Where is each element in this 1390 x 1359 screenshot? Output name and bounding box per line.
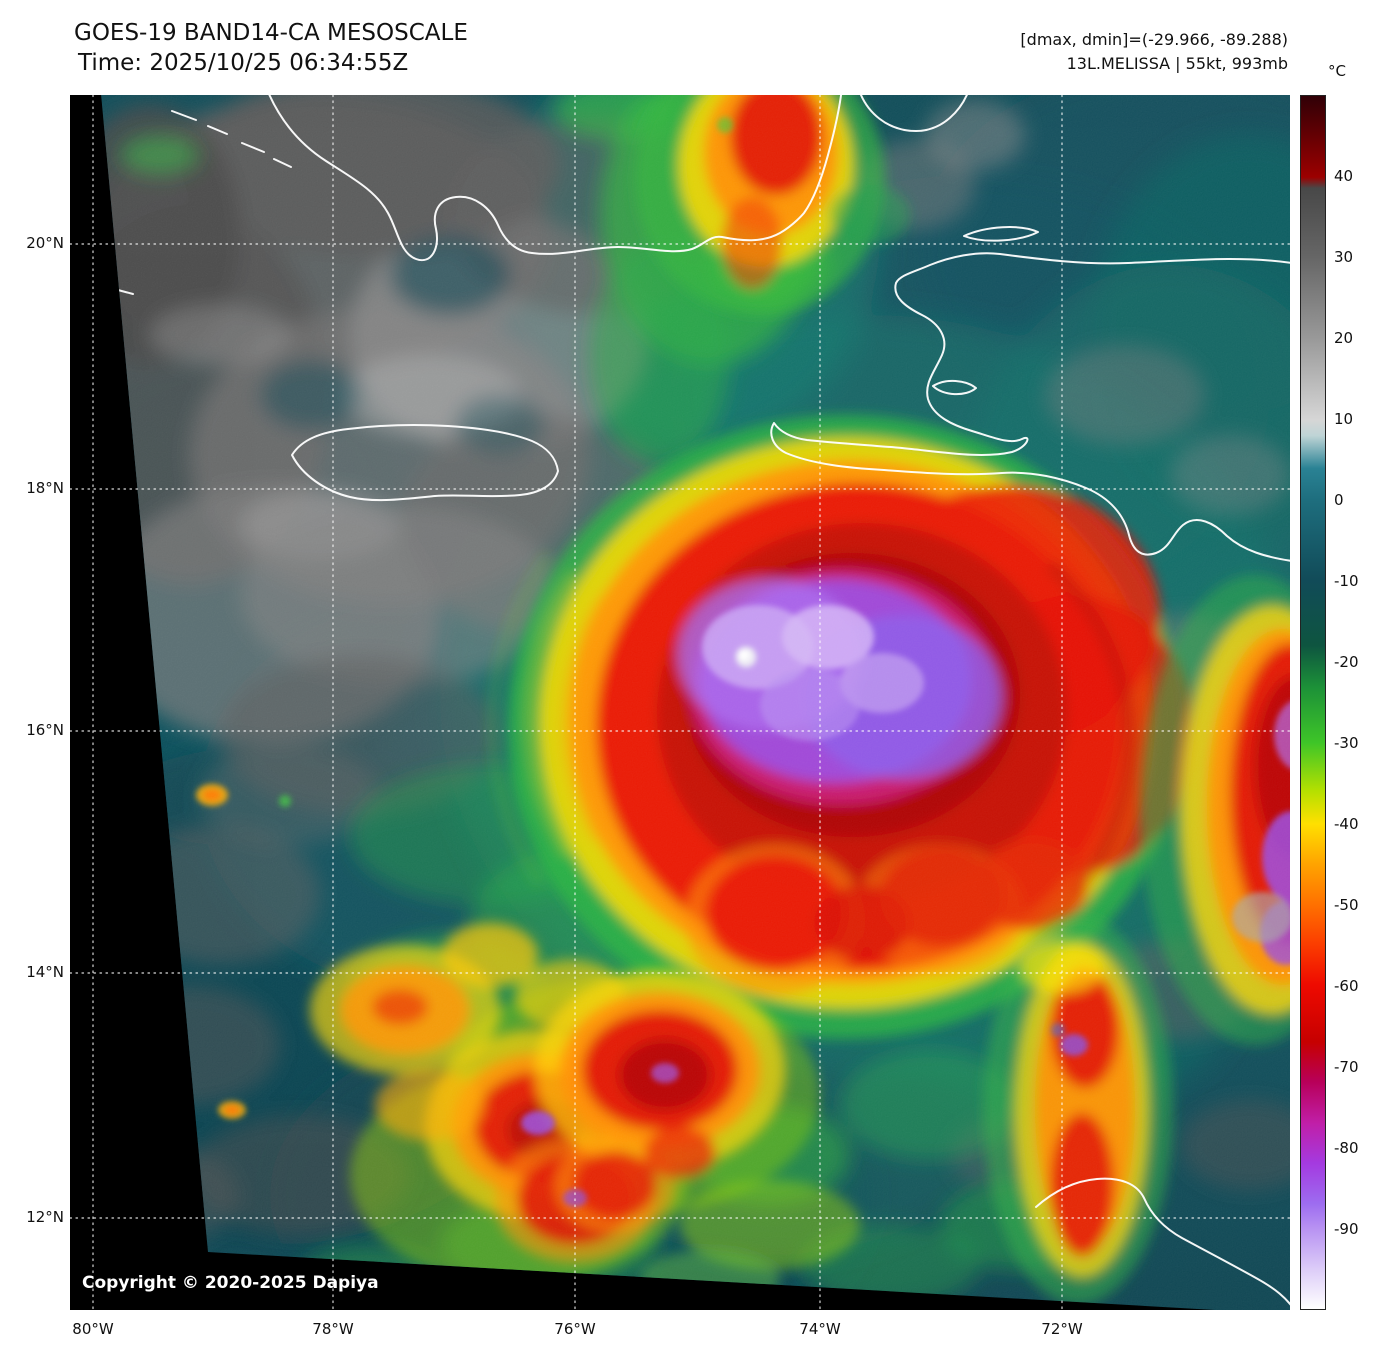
coastline-cuba-south xyxy=(265,95,843,262)
cbar-tick-n50: -50 xyxy=(1334,896,1359,914)
lon-label-76w: 76°W xyxy=(554,1320,596,1338)
lat-label-14n: 14°N xyxy=(26,963,64,981)
satellite-data-swath xyxy=(100,95,1290,1310)
storm-info-label: 13L.MELISSA | 55kt, 993mb xyxy=(1066,54,1288,73)
coastline-tortuga xyxy=(963,226,1039,242)
coastline-small-islands-south xyxy=(785,1298,840,1310)
coastlines xyxy=(100,95,1290,1310)
lon-label-74w: 74°W xyxy=(799,1320,841,1338)
cbar-tick-n60: -60 xyxy=(1334,977,1359,995)
timestamp: Time: 2025/10/25 06:34:55Z xyxy=(78,50,409,76)
product-title: GOES-19 BAND14-CA MESOSCALE xyxy=(74,20,468,46)
sensor-noise-overlay xyxy=(100,95,1290,1310)
coastline-hispaniola xyxy=(770,252,1290,562)
cbar-tick-n40: -40 xyxy=(1334,815,1359,833)
cbar-tick-30: 30 xyxy=(1334,248,1354,266)
coastline-jamaica xyxy=(291,424,559,502)
satellite-image xyxy=(70,95,1290,1310)
cbar-tick-40: 40 xyxy=(1334,167,1354,185)
coastline-gonave xyxy=(932,380,977,396)
cbar-tick-n10: -10 xyxy=(1334,572,1359,590)
coastline-cays xyxy=(100,110,292,295)
lat-label-20n: 20°N xyxy=(26,234,64,252)
lat-label-12n: 12°N xyxy=(26,1208,64,1226)
cbar-tick-n20: -20 xyxy=(1334,653,1359,671)
header-right: [dmax, dmin]=(-29.966, -89.288) 13L.MELI… xyxy=(1020,28,1288,76)
cbar-tick-10: 10 xyxy=(1334,410,1354,428)
copyright-watermark: Copyright © 2020-2025 Dapiya xyxy=(82,1273,379,1293)
coastline-guajira xyxy=(1035,1177,1290,1310)
cbar-tick-0: 0 xyxy=(1334,491,1344,509)
cbar-tick-n80: -80 xyxy=(1334,1139,1359,1157)
lat-label-16n: 16°N xyxy=(26,721,64,739)
temperature-colorbar xyxy=(1300,95,1326,1310)
dmax-dmin-label: [dmax, dmin]=(-29.966, -89.288) xyxy=(1020,30,1288,49)
cbar-tick-n90: -90 xyxy=(1334,1220,1359,1238)
latlon-gridlines xyxy=(70,95,1290,1310)
cbar-tick-n70: -70 xyxy=(1334,1058,1359,1076)
lon-label-80w: 80°W xyxy=(72,1320,114,1338)
lon-label-78w: 78°W xyxy=(312,1320,354,1338)
colorbar-unit-label: °C xyxy=(1328,62,1346,80)
cbar-tick-n30: -30 xyxy=(1334,734,1359,752)
coastline-cuba-north xyxy=(857,95,971,132)
lat-label-18n: 18°N xyxy=(26,479,64,497)
cbar-tick-20: 20 xyxy=(1334,329,1354,347)
lon-label-72w: 72°W xyxy=(1041,1320,1083,1338)
map-plot-area: Copyright © 2020-2025 Dapiya xyxy=(70,95,1290,1310)
